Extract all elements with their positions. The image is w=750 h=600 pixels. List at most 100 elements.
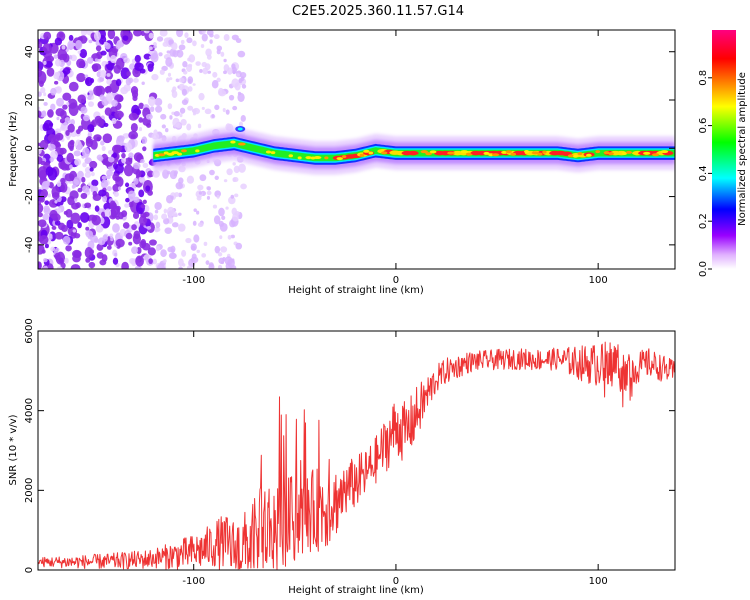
noise-speckle [60, 177, 66, 184]
noise-speckle [175, 181, 183, 190]
noise-speckle [54, 37, 63, 46]
noise-speckle [122, 35, 129, 41]
noise-speckle [240, 183, 247, 190]
noise-speckle [227, 234, 232, 240]
noise-speckle [114, 176, 121, 182]
noise-speckle [73, 250, 82, 259]
noise-speckle [147, 247, 156, 256]
noise-speckle [196, 210, 200, 215]
noise-speckle [199, 174, 207, 182]
noise-speckle [166, 77, 170, 83]
noise-speckle [106, 174, 111, 180]
noise-speckle [67, 195, 76, 206]
noise-speckle [91, 214, 101, 226]
noise-speckle [132, 162, 141, 170]
noise-speckle [41, 110, 47, 116]
noise-speckle [237, 92, 245, 102]
noise-speckle [124, 142, 133, 153]
noise-speckle [153, 214, 159, 221]
noise-speckle [79, 48, 88, 59]
noise-speckle [105, 61, 109, 65]
noise-speckle [65, 245, 72, 252]
noise-speckle [93, 134, 102, 142]
noise-speckle [121, 152, 126, 159]
noise-speckle [56, 207, 62, 214]
noise-speckle [177, 223, 186, 232]
noise-speckle [79, 212, 90, 223]
noise-speckle [42, 180, 50, 188]
snr-x-tick-label: 0 [393, 576, 399, 587]
snr-frame [37, 330, 676, 571]
noise-speckle [38, 212, 43, 218]
snr-y-tick-label: 6000 [24, 318, 35, 343]
noise-speckle [100, 70, 107, 79]
noise-speckle [59, 118, 65, 124]
signal-speckle [359, 153, 365, 157]
noise-speckle [91, 179, 99, 187]
signal-speckle [237, 142, 246, 146]
noise-speckle [130, 86, 139, 95]
noise-speckle [97, 58, 101, 63]
noise-speckle [126, 71, 131, 77]
noise-speckle [161, 213, 168, 220]
signal-speckle [342, 155, 347, 159]
signal-speckle [305, 156, 312, 160]
noise-speckle [142, 199, 147, 204]
noise-speckle [190, 256, 199, 264]
noise-speckle [112, 152, 118, 159]
colorbar-scale [712, 30, 736, 269]
noise-speckle [54, 58, 62, 67]
signal-speckle [603, 151, 610, 155]
noise-speckle [50, 246, 56, 252]
signal-speckle [542, 150, 547, 154]
noise-speckle [95, 45, 102, 52]
noise-speckle [103, 202, 112, 211]
noise-speckle [90, 235, 98, 243]
noise-speckle [66, 136, 70, 140]
noise-speckle [214, 190, 222, 198]
signal-speckle [288, 154, 294, 158]
noise-speckle [107, 150, 114, 155]
noise-speckle [178, 77, 185, 83]
noise-speckle [69, 164, 73, 170]
signal-speckle [368, 151, 374, 155]
noise-speckle [116, 135, 124, 142]
noise-speckle [216, 49, 221, 55]
noise-speckle [40, 160, 46, 166]
noise-speckle [89, 91, 94, 95]
noise-speckle [133, 196, 140, 203]
noise-speckle [138, 175, 145, 183]
noise-speckle [54, 199, 58, 204]
noise-speckle [234, 82, 241, 91]
noise-speckle [146, 225, 152, 230]
noise-speckle [101, 145, 106, 152]
noise-speckle [96, 243, 104, 251]
noise-speckle [173, 111, 180, 117]
signal-speckle [313, 156, 322, 160]
noise-speckle [197, 123, 202, 129]
snr-x-tick-label: 100 [589, 576, 608, 587]
noise-speckle [100, 140, 105, 146]
noise-speckle [50, 87, 57, 96]
signal-speckle [510, 152, 517, 156]
noise-speckle [156, 36, 164, 42]
noise-speckle [88, 261, 96, 269]
noise-speckle [233, 165, 240, 174]
noise-speckle [133, 177, 139, 185]
signal-speckle [460, 150, 468, 154]
noise-speckle [106, 169, 113, 177]
noise-speckle [75, 202, 81, 209]
noise-speckle [232, 162, 236, 166]
noise-speckle [45, 166, 54, 177]
noise-speckle [135, 169, 142, 178]
noise-speckle [238, 78, 243, 84]
noise-speckle [58, 159, 67, 170]
signal-speckle [483, 151, 490, 155]
noise-speckle [106, 245, 112, 250]
noise-speckle [89, 167, 94, 172]
noise-speckle [179, 113, 183, 118]
noise-speckle [168, 39, 174, 45]
noise-speckle [143, 30, 150, 34]
noise-speckle [201, 33, 208, 42]
noise-speckle [121, 261, 129, 269]
